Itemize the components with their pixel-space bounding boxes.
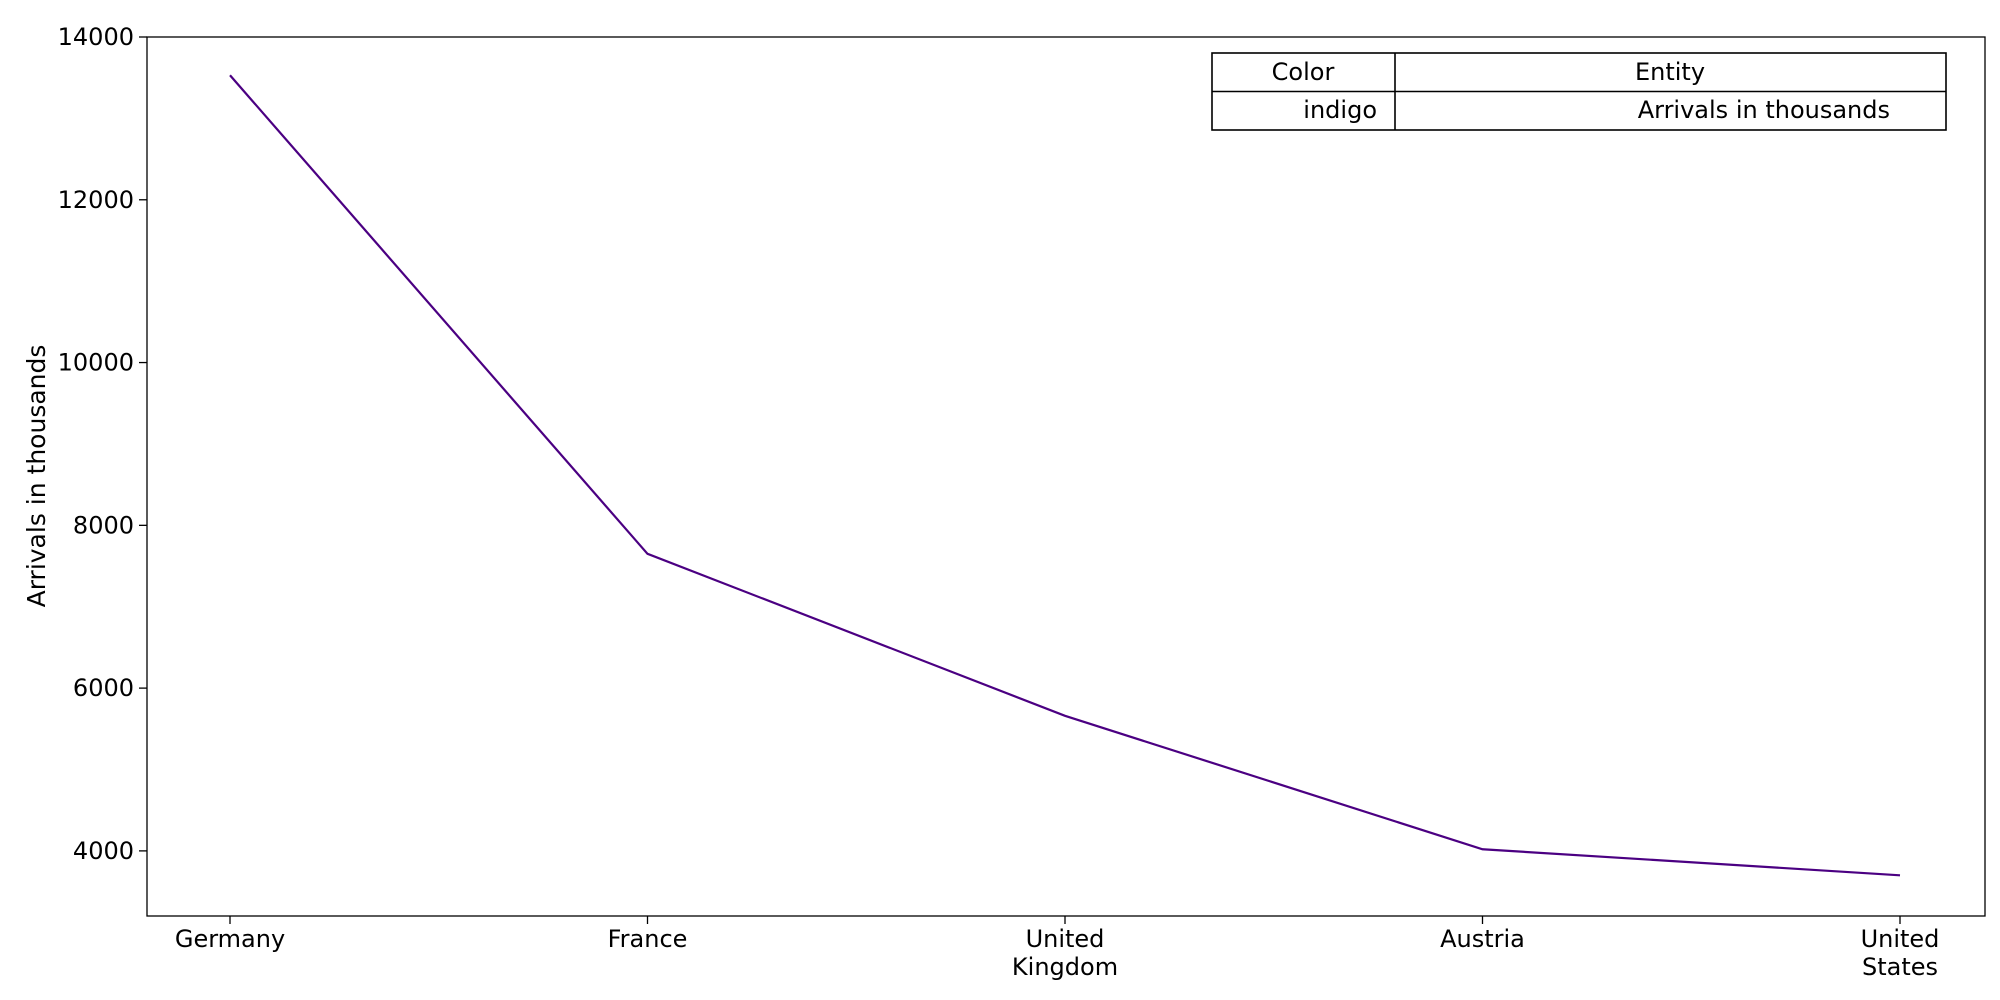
legend-row-color: indigo [1303,96,1377,124]
series-line [229,74,1901,877]
y-axis: 4000 6000 8000 10000 12000 14000 [58,23,147,865]
y-tick-label: 14000 [58,23,134,51]
y-tick-label: 8000 [73,511,134,539]
legend-row-entity: Arrivals in thousands [1638,96,1890,124]
x-tick-label: Germany [175,925,285,953]
legend-header-color: Color [1272,58,1335,86]
x-tick-label: United States [1861,925,1940,981]
plot-frame [146,36,1986,917]
legend-table: Color Entity indigo Arrivals in thousand… [1211,52,1947,131]
x-axis: Germany France United Kingdom Austria United S… [175,916,1940,981]
y-tick-label: 4000 [73,837,134,865]
legend-header-entity: Entity [1635,58,1705,86]
y-axis-label: Arrivals in thousands [22,345,51,608]
y-tick-label: 10000 [58,349,134,377]
x-tick-label: Austria [1440,925,1525,953]
x-tick-label: United Kingdom [1012,925,1118,981]
y-tick-label: 12000 [58,186,134,214]
x-tick-label: France [608,925,688,953]
y-tick-label: 6000 [73,674,134,702]
